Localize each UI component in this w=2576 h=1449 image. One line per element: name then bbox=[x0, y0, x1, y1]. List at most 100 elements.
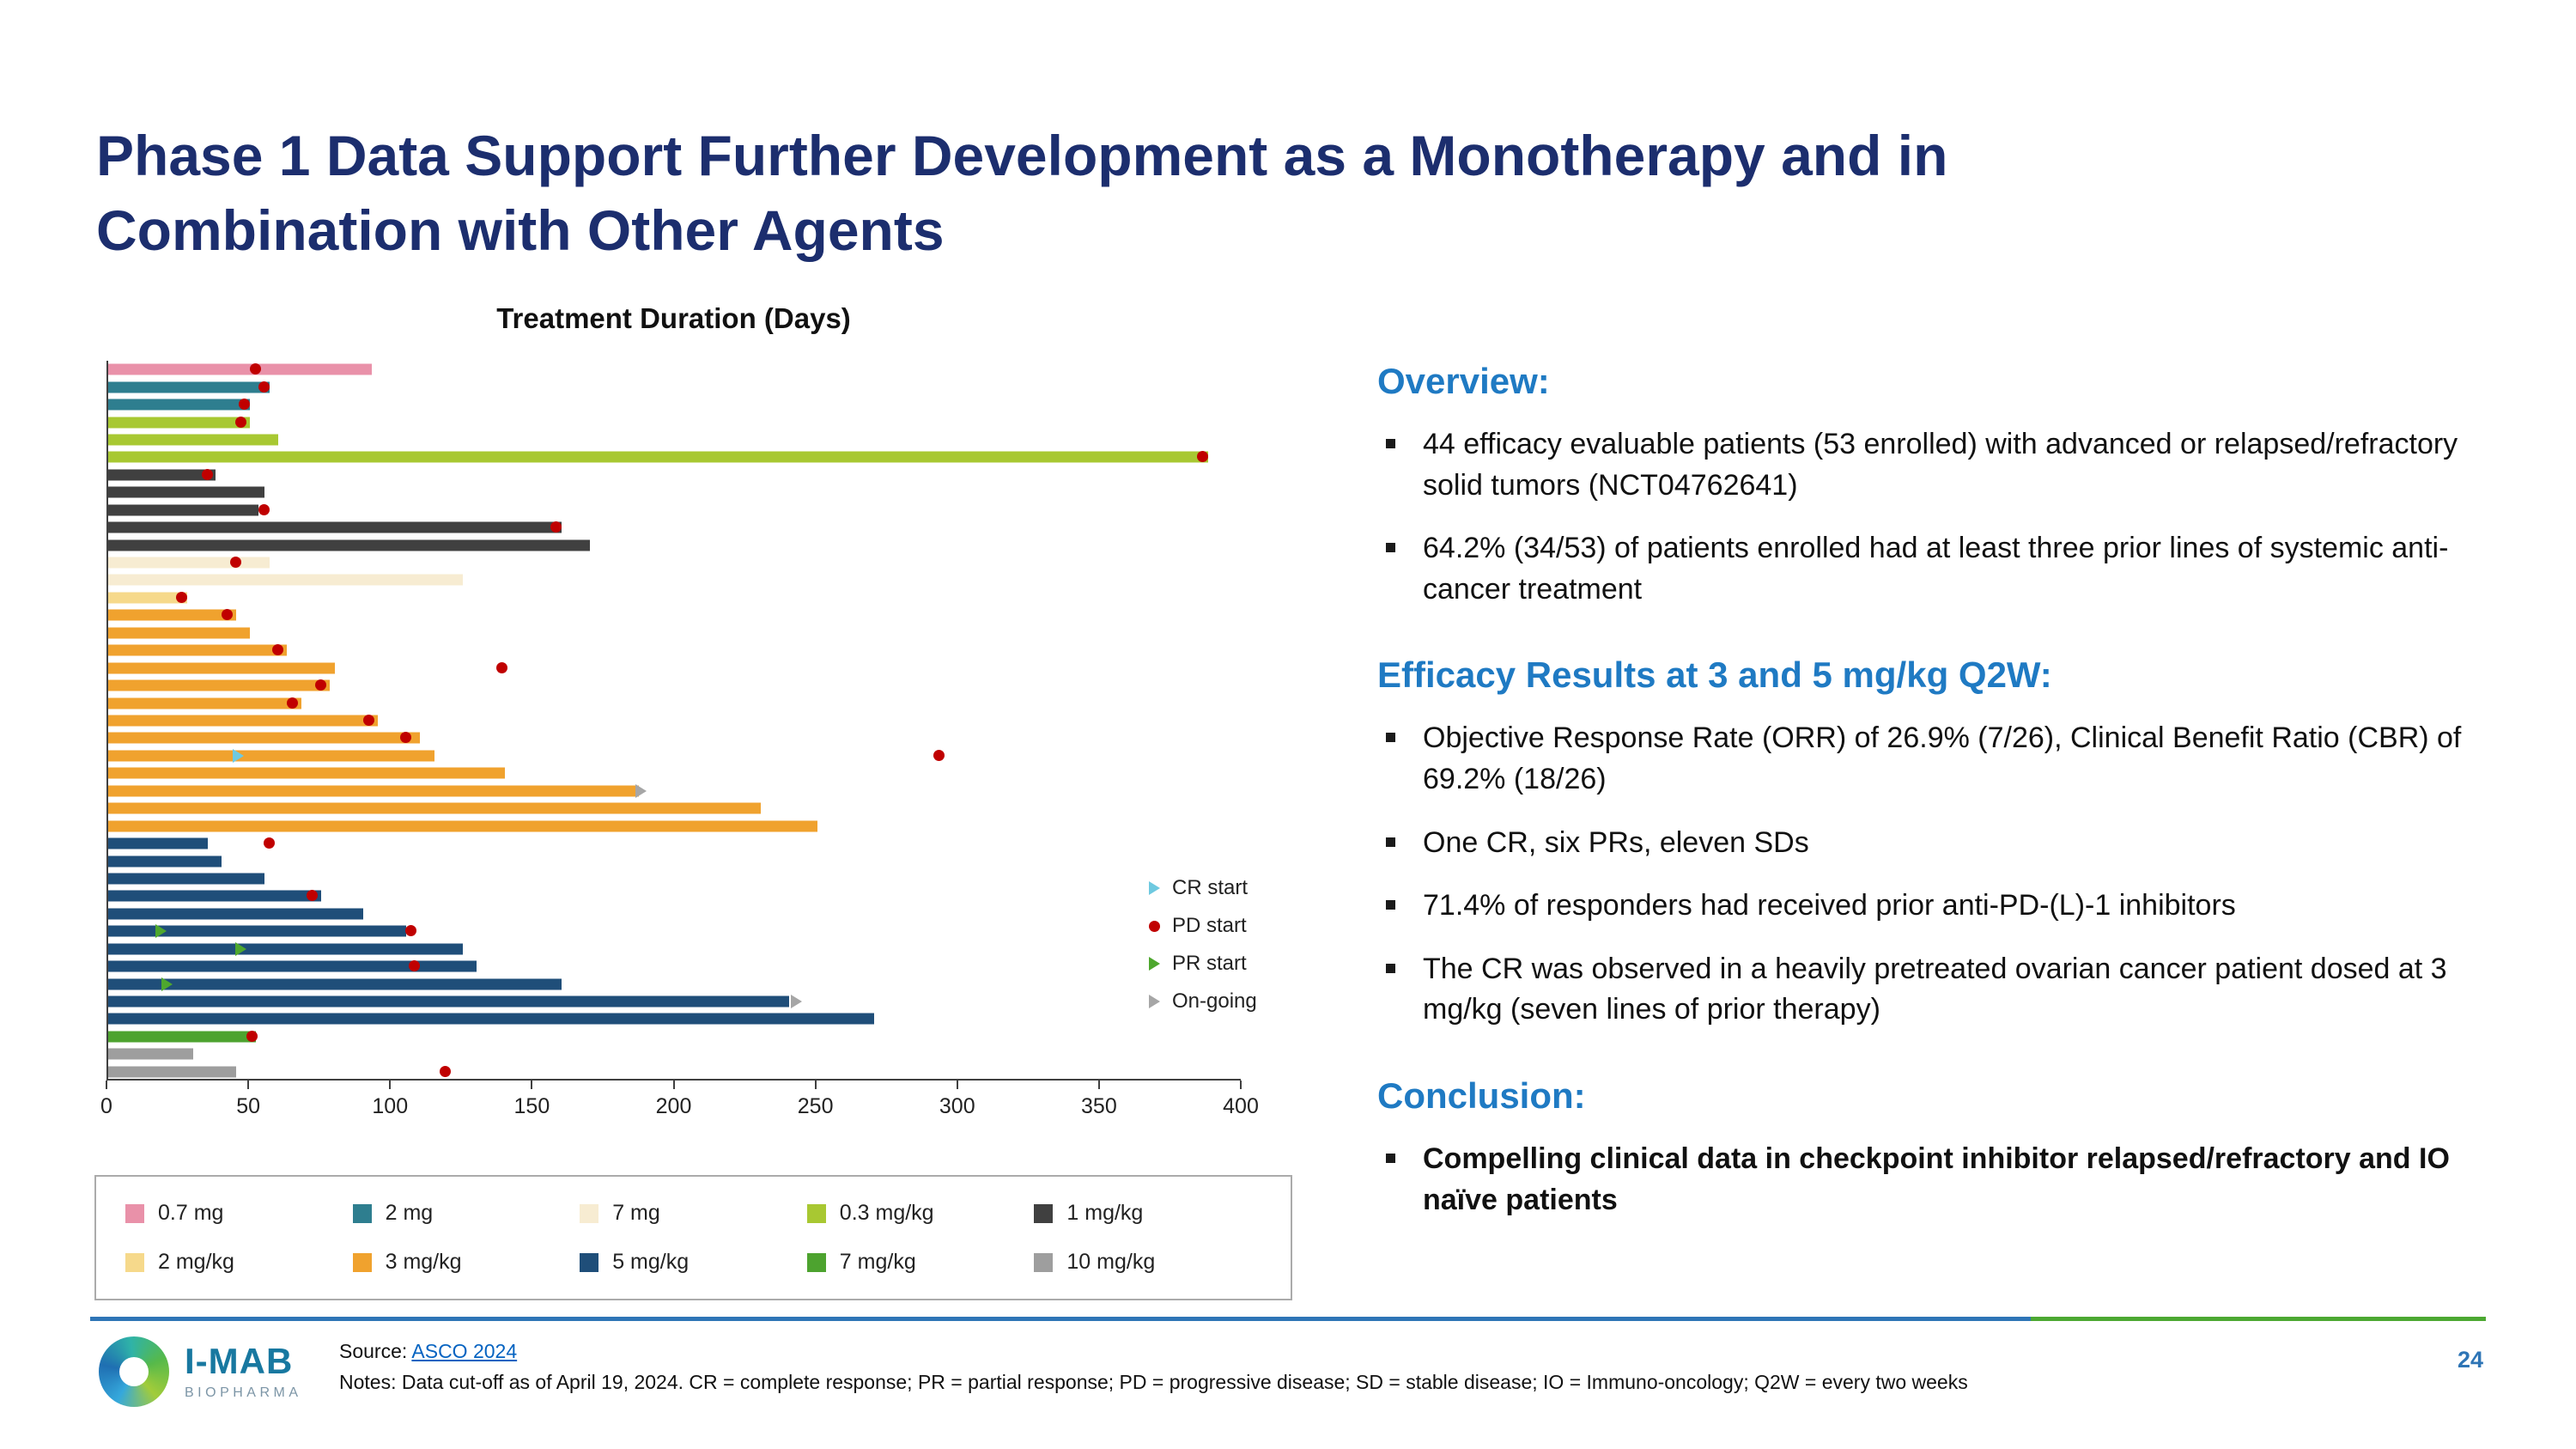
x-tick-mark bbox=[956, 1081, 958, 1089]
marker-legend-label: On-going bbox=[1172, 989, 1257, 1013]
pd-start-marker bbox=[238, 399, 250, 411]
patient-row bbox=[108, 1063, 1241, 1081]
dose-legend-label: 2 mg/kg bbox=[158, 1250, 234, 1274]
pd-start-marker bbox=[399, 732, 411, 744]
treatment-bar bbox=[108, 469, 216, 481]
chart-title: Treatment Duration (Days) bbox=[496, 302, 851, 334]
patient-row bbox=[108, 764, 1241, 782]
x-tick-mark bbox=[106, 1081, 107, 1089]
pd-start-marker bbox=[264, 837, 276, 849]
patient-row bbox=[108, 712, 1241, 729]
dose-legend-item: 1 mg/kg bbox=[1034, 1201, 1261, 1226]
marker-legend-label: CR start bbox=[1172, 876, 1249, 899]
summary-panel: Overview: 44 efficacy evaluable patients … bbox=[1377, 361, 2498, 1243]
bullet-square-icon bbox=[1386, 439, 1395, 448]
swimmer-plot: CR start PD start PR start On-going bbox=[106, 361, 1257, 1081]
dose-legend-item: 2 mg bbox=[352, 1201, 580, 1226]
dose-legend-item: 0.3 mg/kg bbox=[806, 1201, 1035, 1226]
treatment-bar bbox=[108, 679, 330, 691]
dose-legend-item: 5 mg/kg bbox=[580, 1250, 807, 1275]
dose-legend-label: 7 mg/kg bbox=[839, 1250, 916, 1274]
page-number: 24 bbox=[2457, 1347, 2483, 1373]
bullet-square-icon bbox=[1386, 837, 1395, 847]
marker-legend-label: PR start bbox=[1172, 952, 1247, 975]
pd-start-marker bbox=[221, 609, 233, 621]
treatment-bar bbox=[108, 908, 364, 920]
patient-row bbox=[108, 431, 1241, 448]
treatment-bar bbox=[108, 644, 288, 656]
pd-start-marker bbox=[550, 521, 562, 533]
patient-row bbox=[108, 852, 1241, 869]
treatment-bar bbox=[108, 925, 406, 937]
patient-row bbox=[108, 887, 1241, 904]
pd-start-marker bbox=[175, 591, 187, 603]
x-tick-mark bbox=[247, 1081, 250, 1089]
bullet-square-icon bbox=[1386, 963, 1395, 973]
treatment-bar bbox=[108, 943, 463, 955]
patient-row bbox=[108, 905, 1241, 922]
dose-legend-label: 0.3 mg/kg bbox=[839, 1201, 934, 1225]
treatment-bar bbox=[108, 978, 562, 990]
x-tick-mark bbox=[389, 1081, 392, 1089]
treatment-bar bbox=[108, 627, 251, 639]
dose-legend-label: 10 mg/kg bbox=[1066, 1250, 1156, 1274]
ongoing-marker bbox=[635, 783, 647, 798]
patient-row bbox=[108, 747, 1241, 764]
dose-legend-item: 2 mg/kg bbox=[125, 1250, 353, 1275]
og-marker-icon bbox=[1149, 995, 1160, 1008]
logo-icon bbox=[99, 1336, 169, 1407]
x-tick-label: 350 bbox=[1081, 1094, 1117, 1118]
dose-swatch-icon bbox=[580, 1252, 599, 1272]
patient-row bbox=[108, 536, 1241, 553]
logo-subtitle: BIOPHARMA bbox=[185, 1385, 302, 1400]
treatment-bar bbox=[108, 767, 506, 779]
footer-divider bbox=[90, 1317, 2486, 1321]
x-tick-label: 0 bbox=[100, 1094, 112, 1118]
patient-row bbox=[108, 466, 1241, 484]
pd-start-marker bbox=[235, 416, 247, 428]
treatment-bar bbox=[108, 697, 301, 709]
patient-row bbox=[108, 958, 1241, 975]
treatment-bar bbox=[108, 802, 761, 814]
dose-swatch-icon bbox=[806, 1203, 826, 1223]
treatment-bar bbox=[108, 592, 188, 604]
treatment-bar bbox=[108, 574, 463, 586]
pd-start-marker bbox=[258, 503, 270, 515]
treatment-bar bbox=[108, 417, 251, 429]
marker-legend-label: PD start bbox=[1172, 914, 1247, 937]
patient-row bbox=[108, 1010, 1241, 1027]
x-tick-label: 400 bbox=[1223, 1094, 1259, 1118]
marker-legend-item: CR start bbox=[1149, 876, 1257, 900]
dose-legend-item: 10 mg/kg bbox=[1034, 1250, 1261, 1275]
patient-row bbox=[108, 782, 1241, 800]
patient-row bbox=[108, 694, 1241, 711]
patient-row bbox=[108, 378, 1241, 395]
bullet-text: One CR, six PRs, eleven SDs bbox=[1423, 825, 1809, 859]
bullet-text: The CR was observed in a heavily pretrea… bbox=[1423, 952, 2447, 1026]
treatment-bar bbox=[108, 521, 562, 533]
x-tick-label: 50 bbox=[236, 1094, 261, 1118]
section-heading: Conclusion: bbox=[1377, 1075, 1586, 1116]
pd-start-marker bbox=[286, 697, 298, 709]
bullet-item: 44 efficacy evaluable patients (53 enrol… bbox=[1377, 424, 2498, 506]
treatment-bar bbox=[108, 381, 270, 393]
source-link[interactable]: ASCO 2024 bbox=[411, 1340, 518, 1362]
pr-start-marker bbox=[161, 977, 173, 991]
treatment-bar bbox=[108, 486, 264, 498]
bullet-square-icon bbox=[1386, 733, 1395, 743]
logo-text: I-MAB BIOPHARMA bbox=[185, 1342, 302, 1401]
x-tick-label: 100 bbox=[372, 1094, 409, 1118]
patient-row bbox=[108, 659, 1241, 676]
treatment-bar bbox=[108, 732, 421, 744]
treatment-bar bbox=[108, 609, 236, 621]
pd-start-marker bbox=[439, 1065, 451, 1077]
treatment-bar bbox=[108, 363, 373, 375]
dose-legend-item: 7 mg bbox=[580, 1201, 807, 1226]
dose-legend: 0.7 mg 2 mg 7 mg 0.3 mg/kg 1 mg/kg 2 mg/kg 3 m… bbox=[94, 1175, 1292, 1300]
x-tick-label: 300 bbox=[939, 1094, 975, 1118]
dose-legend-item: 7 mg/kg bbox=[806, 1250, 1035, 1275]
dose-legend-label: 1 mg/kg bbox=[1066, 1201, 1144, 1225]
bullet-item: One CR, six PRs, eleven SDs bbox=[1377, 823, 2498, 864]
patient-row bbox=[108, 606, 1241, 624]
